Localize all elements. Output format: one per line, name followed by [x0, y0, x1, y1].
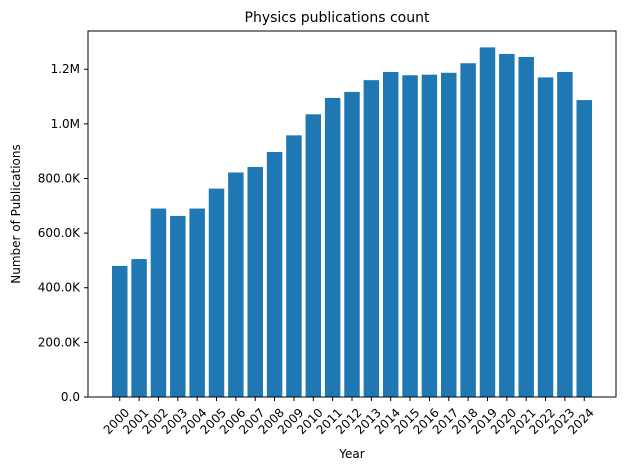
bar-2018	[460, 63, 476, 397]
y-tick-label-1: 200.0K	[38, 335, 81, 349]
y-tick-label-5: 1.0M	[51, 117, 80, 131]
bar-2002	[150, 208, 167, 397]
bar-2012	[344, 91, 360, 397]
bar-2007	[247, 167, 263, 397]
bar-2004	[189, 208, 205, 397]
bar-2020	[499, 53, 515, 397]
bar-2011	[324, 97, 341, 398]
bar-2022	[537, 77, 554, 398]
bar-2003	[170, 215, 186, 397]
bar-2001	[131, 259, 147, 397]
x-axis: 2000200120022003200420052006200720082009…	[101, 397, 597, 437]
bar-2017	[441, 72, 457, 397]
y-tick-label-4: 800.0K	[38, 171, 81, 185]
x-axis-label: Year	[338, 447, 364, 461]
bar-2024	[576, 100, 592, 397]
bar-2000	[112, 265, 128, 397]
y-tick-label-3: 600.0K	[38, 226, 81, 240]
plot-frame	[87, 30, 617, 398]
bar-2023	[557, 71, 573, 397]
y-tick-label-0: 0.0	[61, 390, 80, 404]
bar-2008	[266, 152, 283, 397]
y-tick-label-6: 1.2M	[51, 62, 80, 76]
bar-2013	[363, 80, 380, 397]
bar-2006	[228, 172, 244, 397]
y-axis-label: Number of Publications	[9, 144, 23, 284]
bar-2019	[479, 47, 496, 397]
bar-2010	[305, 114, 322, 397]
y-axis: 0.0 200.0K 400.0K 600.0K 800.0K 1.0M 1.2M	[38, 62, 88, 404]
y-tick-label-2: 400.0K	[38, 281, 81, 295]
bar-2015	[402, 75, 418, 397]
bar-2014	[382, 71, 399, 397]
bar-2009	[286, 135, 302, 397]
bar-2021	[518, 56, 534, 397]
chart-title: Physics publications count	[245, 10, 430, 26]
bar-2005	[208, 188, 225, 397]
bars-group	[112, 47, 592, 398]
bar-2016	[421, 74, 438, 397]
